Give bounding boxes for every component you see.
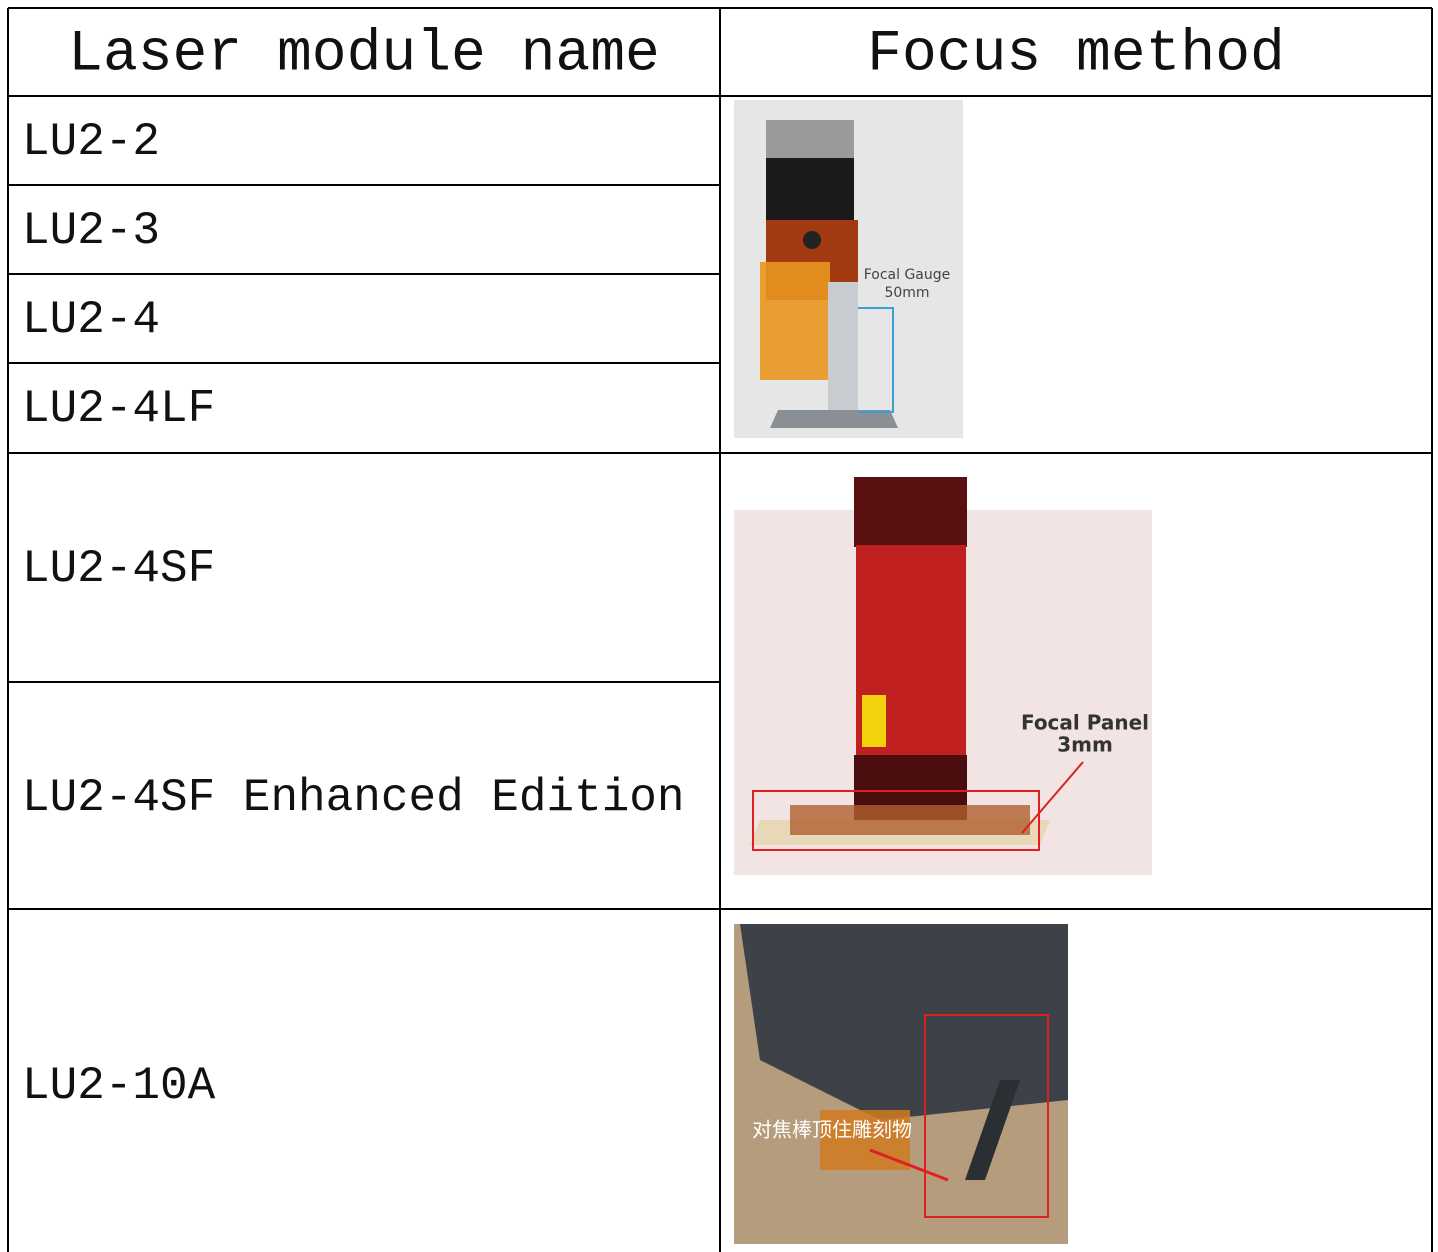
photo-label: 3mm xyxy=(1057,733,1113,757)
header-cell: Laser module name xyxy=(68,22,660,87)
table-grid xyxy=(7,7,1433,1252)
photo-focal-panel: Focal Panel 3mm xyxy=(734,477,1152,875)
row-cell: LU2-4LF xyxy=(22,383,215,435)
row-cell: LU2-2 xyxy=(22,116,160,168)
row-cell: LU2-4 xyxy=(22,294,160,346)
photo-label: Focal Panel xyxy=(1021,711,1149,735)
row-cell: LU2-4SF Enhanced Edition xyxy=(22,772,685,824)
row-cell: LU2-10A xyxy=(22,1060,216,1112)
header-cell: Focus method xyxy=(867,22,1285,87)
row-cell: LU2-4SF xyxy=(22,543,215,595)
photo-label: 对焦棒顶住雕刻物 xyxy=(752,1118,912,1142)
photo-label: Focal Gauge xyxy=(864,267,951,283)
photo-focus-rod: 对焦棒顶住雕刻物 xyxy=(734,924,1068,1244)
photo-focal-gauge: Focal Gauge 50mm xyxy=(734,100,963,438)
row-cell: LU2-3 xyxy=(22,205,160,257)
photo-label: 50mm xyxy=(884,285,929,301)
